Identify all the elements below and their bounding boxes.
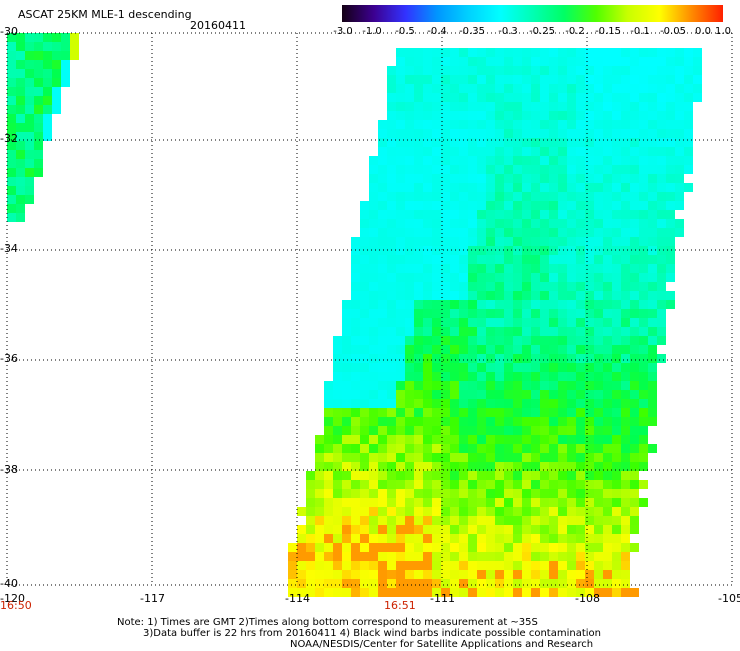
product-title: ASCAT 25KM MLE-1 descending (18, 8, 192, 21)
colorbar-label: -0.2 (565, 26, 585, 37)
colorbar-label: -0.3 (498, 26, 518, 37)
lon-label-117: -117 (140, 592, 165, 605)
graticule (6, 32, 733, 586)
colorbar-label: -0.35 (459, 26, 485, 37)
lat-label-32: -32 (0, 132, 18, 145)
colorbar-label: -0.5 (395, 26, 415, 37)
lat-label-38: -38 (0, 463, 18, 476)
colorbar-label: 1.0 (715, 26, 731, 37)
time-label-1650: 16:50 (0, 599, 32, 612)
lon-label-111: -111 (430, 592, 455, 605)
swath-cells (7, 33, 702, 597)
lat-label-30: -30 (0, 25, 18, 38)
lon-label-105: -105 (718, 592, 740, 605)
footer-note-1: Note: 1) Times are GMT 2)Times along bot… (117, 617, 538, 628)
lon-label-108: -108 (575, 592, 600, 605)
colorbar (342, 5, 723, 22)
colorbar-label: -1.0 (362, 26, 382, 37)
footer-note-2: 3)Data buffer is 22 hrs from 20160411 4)… (143, 628, 601, 639)
colorbar-label: -0.15 (595, 26, 621, 37)
colorbar-label: 0.0 (695, 26, 711, 37)
lat-label-36: -36 (0, 352, 18, 365)
time-label-1651: 16:51 (384, 599, 416, 612)
lat-label-40: -40 (0, 577, 18, 590)
colorbar-label: -0.1 (630, 26, 650, 37)
footer-credit: NOAA/NESDIS/Center for Satellite Applica… (290, 639, 594, 650)
colorbar-gradient (342, 5, 723, 22)
colorbar-label: -3.0 (333, 26, 353, 37)
colorbar-label: -0.4 (427, 26, 447, 37)
colorbar-label: -0.05 (660, 26, 686, 37)
lon-label-120: -120 (0, 592, 25, 605)
colorbar-labels: -3.0 -1.0 -0.5 -0.4 -0.35 -0.3 -0.25 -0.2 -0.15-… (330, 26, 740, 40)
lon-label-114: -114 (285, 592, 310, 605)
colorbar-label: -0.25 (529, 26, 555, 37)
product-date: 20160411 (190, 19, 246, 32)
lat-label-34: -34 (0, 242, 18, 255)
